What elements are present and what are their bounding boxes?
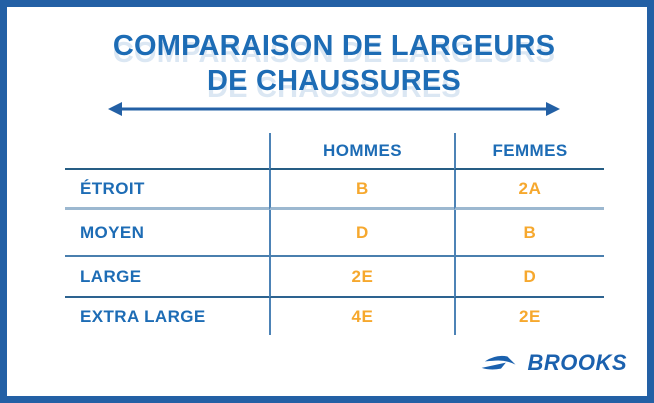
value-extra-large-hommes: 4E (269, 298, 454, 335)
value-etroit-femmes: 2A (454, 170, 604, 210)
value-moyen-hommes: D (269, 210, 454, 257)
width-range-arrow-icon (107, 100, 561, 118)
title-line-1: COMPARAISON DE LARGEURS (112, 30, 556, 62)
row-label-etroit: ÉTROIT (65, 170, 269, 210)
width-comparison-table: HOMMES FEMMES ÉTROIT B 2A MOYEN D B LARG… (65, 133, 604, 335)
brooks-wordmark: BROOKS (527, 350, 627, 375)
brooks-logo: BROOKS (480, 350, 627, 376)
brooks-swoosh-icon (480, 351, 522, 375)
value-large-femmes: D (454, 257, 604, 298)
row-label-large: LARGE (65, 257, 269, 298)
value-moyen-femmes: B (454, 210, 604, 257)
value-extra-large-femmes: 2E (454, 298, 604, 335)
value-large-hommes: 2E (269, 257, 454, 298)
row-label-moyen: MOYEN (65, 210, 269, 257)
page-title: COMPARAISON DE LARGEURS DE CHAUSSURES (7, 29, 654, 99)
title-line-2: DE CHAUSSURES (207, 65, 461, 97)
column-header-femmes: FEMMES (454, 133, 604, 170)
column-header-hommes: HOMMES (269, 133, 454, 170)
value-etroit-hommes: B (269, 170, 454, 210)
table-corner-cell (65, 133, 269, 170)
row-label-extra-large: EXTRA LARGE (80, 306, 206, 326)
